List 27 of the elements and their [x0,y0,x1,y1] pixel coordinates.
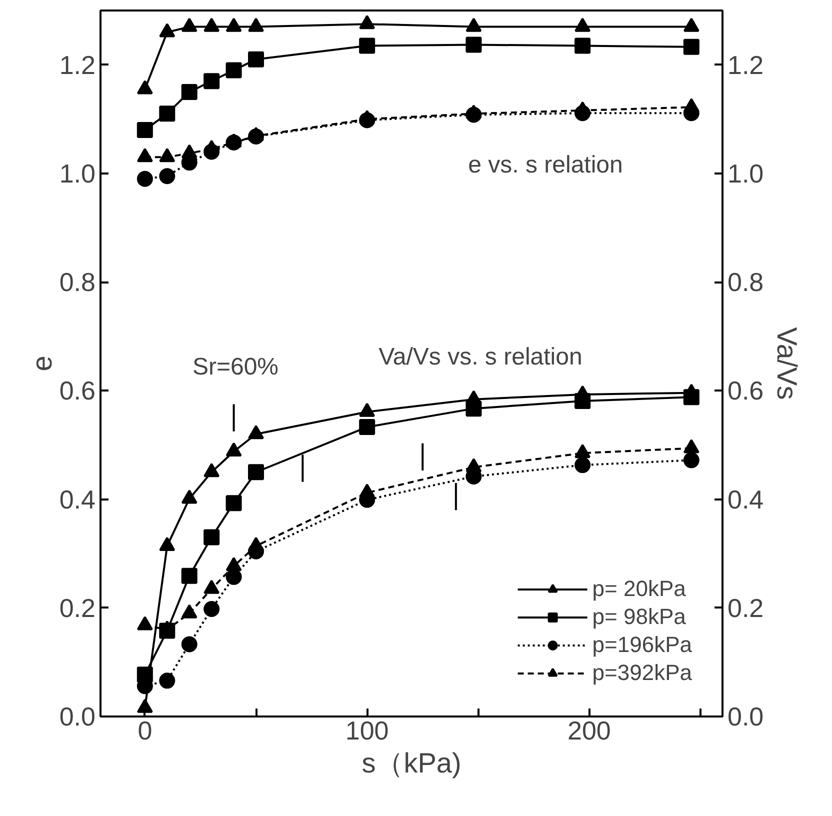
x-tick-label: 200 [568,716,611,746]
y2-tick-label: 0.0 [728,702,764,732]
annotation: e vs. s relation [468,152,623,178]
x-tick-label: 0 [138,716,152,746]
y-tick-label: 1.0 [59,158,96,188]
y-tick-label: 0.4 [59,484,96,514]
y-tick-label: 0.0 [59,702,96,732]
y2-axis-title: Va/Vs [772,327,803,400]
y2-tick-label: 0.2 [728,592,764,623]
annotation: Va/Vs vs. s relation [378,344,582,370]
y2-tick-label: 1.0 [728,158,764,188]
y2-tick-label: 0.4 [728,484,764,514]
annotation: Sr=60% [192,354,279,380]
x-tick-label: 100 [345,716,389,746]
y-axis-title: e [26,356,58,372]
y2-tick-label: 0.6 [728,376,764,406]
y2-tick-label: 1.2 [728,50,764,80]
y-tick-label: 0.6 [59,376,96,406]
y-tick-label: 1.2 [59,50,96,80]
legend-label: p= 98kPa [592,604,686,630]
legend-label: p=392kPa [592,660,692,686]
legend-label: p=196kPa [592,632,692,658]
y-tick-label: 0.8 [59,267,96,298]
y2-tick-label: 0.8 [728,267,764,298]
legend-label: p= 20kPa [592,576,686,602]
x-axis-title: s（kPa) [362,748,462,778]
y-tick-label: 0.2 [59,592,96,623]
